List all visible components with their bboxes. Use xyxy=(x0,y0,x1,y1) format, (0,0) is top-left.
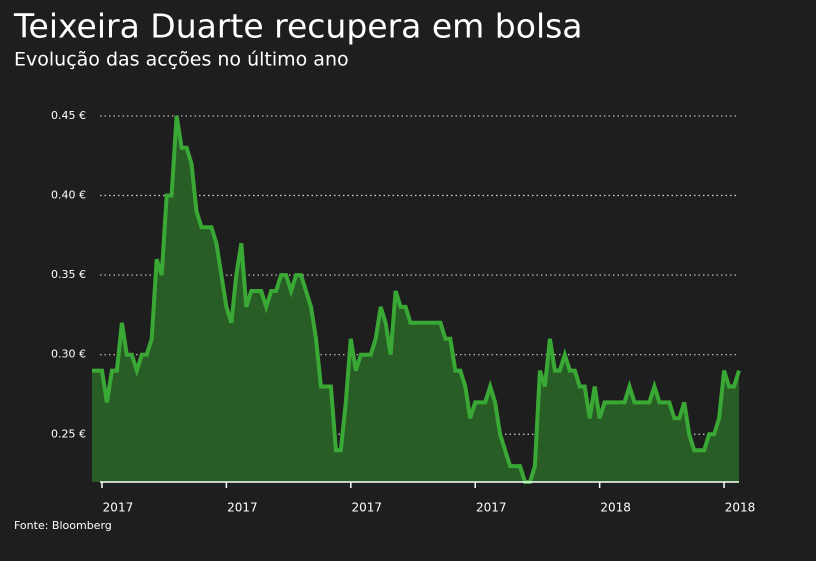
y-tick-label: 0.45 € xyxy=(51,109,86,122)
y-tick-label: 0.35 € xyxy=(51,268,86,281)
chart-subtitle: Evolução das acções no último ano xyxy=(14,49,349,71)
x-tick-label: 2017 xyxy=(227,501,258,515)
x-tick-label: 2017 xyxy=(352,501,383,515)
source: Fonte: Bloomberg xyxy=(14,519,112,532)
x-tick-label: 2017 xyxy=(103,501,134,515)
x-tick-label: 2018 xyxy=(600,501,631,515)
y-tick-label: 0.30 € xyxy=(51,348,86,361)
x-tick-label: 2018 xyxy=(725,501,756,515)
chart-title: Teixeira Duarte recupera em bolsa xyxy=(13,7,583,46)
line xyxy=(92,115,741,484)
area xyxy=(92,115,739,483)
x-tick-label: 2017 xyxy=(476,501,507,515)
y-tick-label: 0.40 € xyxy=(51,189,86,202)
y-tick-label: 0.25 € xyxy=(51,427,86,440)
